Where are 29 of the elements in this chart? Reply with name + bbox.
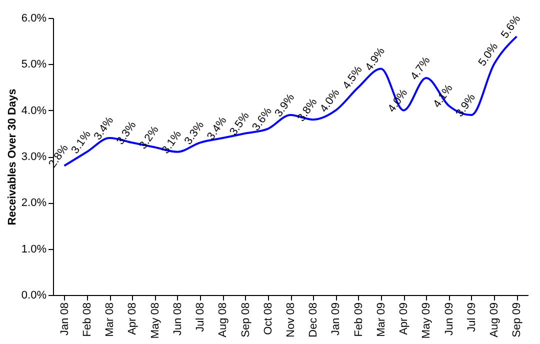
x-tick-label: Apr 08 [126,302,139,335]
y-tick-label: 6.0% [21,12,47,24]
y-tick-label: 0.0% [21,290,47,302]
x-tick-label: Nov 08 [285,302,297,338]
x-tick-label: Mar 08 [104,302,116,337]
x-tick-label: Jul 09 [466,302,478,332]
x-tick-label: May 09 [420,302,433,339]
x-tick-label: Jul 08 [194,302,207,332]
x-tick-label: Aug 09 [488,302,501,338]
y-tick-label: 3.0% [21,151,47,163]
x-tick-label: Apr 09 [398,302,410,335]
x-tick-label: Jan 08 [58,302,71,336]
x-tick-label: Jun 08 [172,302,184,336]
y-tick-label: 4.0% [21,104,47,117]
x-tick-label: Oct 08 [262,302,274,335]
x-tick-label: Jun 09 [443,302,456,336]
y-tick-label: 2.0% [21,197,47,210]
y-tick-label: 1.0% [21,243,47,256]
y-axis-title: Receivables Over 30 Days [6,88,18,226]
y-tick-label: 5.0% [21,58,47,71]
x-tick-label: Aug 08 [217,302,230,338]
x-tick-label: May 08 [149,302,162,339]
x-tick-label: Sep 09 [511,302,524,338]
x-tick-label: Dec 08 [308,302,320,338]
x-tick-label: Feb 09 [352,302,365,337]
x-tick-label: Feb 08 [81,302,94,337]
x-tick-label: Jan 09 [330,302,342,336]
x-tick-label: Sep 08 [240,302,252,338]
x-tick-label: Mar 09 [375,302,388,337]
